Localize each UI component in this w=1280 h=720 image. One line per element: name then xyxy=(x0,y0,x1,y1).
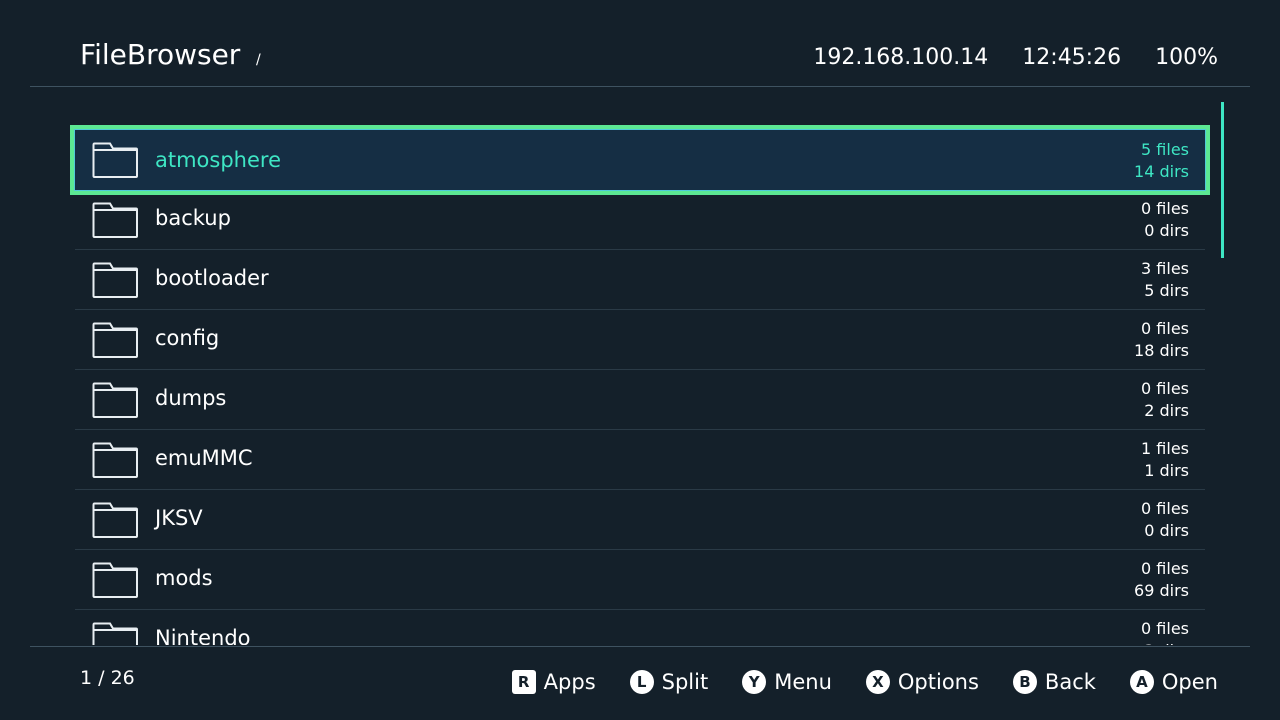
dir-count: 5 dirs xyxy=(1144,281,1189,300)
hint-label: Open xyxy=(1161,670,1218,694)
folder-icon xyxy=(92,442,138,478)
hint-label: Options xyxy=(897,670,979,694)
header-divider xyxy=(30,86,1250,87)
file-count: 0 files xyxy=(1141,559,1189,578)
page-indicator: 1 / 26 xyxy=(80,667,135,689)
folder-icon xyxy=(92,262,138,298)
button-b-icon: B xyxy=(1012,670,1037,694)
dir-count: 0 dirs xyxy=(1144,521,1189,540)
folder-icon xyxy=(92,502,138,538)
file-count: 0 files xyxy=(1141,379,1189,398)
hint-label: Split xyxy=(661,670,709,694)
hint-label: Menu xyxy=(774,670,832,694)
file-count: 0 files xyxy=(1141,199,1189,218)
item-name: atmosphere xyxy=(155,148,281,172)
item-name: dumps xyxy=(155,386,227,410)
hint-open[interactable]: A Open xyxy=(1129,670,1218,694)
footer-divider xyxy=(30,646,1250,647)
list-item[interactable]: config 0 files 18 dirs xyxy=(75,310,1205,370)
status-bar: 192.168.100.14 12:45:26 100% xyxy=(813,45,1218,70)
folder-icon xyxy=(92,562,138,598)
dir-count: 1 dirs xyxy=(1144,461,1189,480)
item-counts: 0 files 0 dirs xyxy=(1141,498,1189,542)
button-l-icon: L xyxy=(629,670,654,694)
hint-label: Apps xyxy=(543,670,596,694)
list-item[interactable]: emuMMC 1 files 1 dirs xyxy=(75,430,1205,490)
hint-menu[interactable]: Y Menu xyxy=(742,670,832,694)
file-count: 0 files xyxy=(1141,619,1189,638)
button-a-icon: A xyxy=(1129,670,1154,694)
list-item[interactable]: backup 0 files 0 dirs xyxy=(75,190,1205,250)
dir-count: 3 dirs xyxy=(1141,640,1189,645)
item-name: backup xyxy=(155,206,231,230)
item-name: bootloader xyxy=(155,266,269,290)
hint-split[interactable]: L Split xyxy=(629,670,709,694)
list-item[interactable]: mods 0 files 69 dirs xyxy=(75,550,1205,610)
button-x-icon: X xyxy=(865,670,890,694)
item-name: config xyxy=(155,326,220,350)
item-counts: 0 files 18 dirs xyxy=(1134,318,1189,362)
list-item[interactable]: bootloader 3 files 5 dirs xyxy=(75,250,1205,310)
item-counts: 0 files 69 dirs xyxy=(1134,558,1189,602)
file-count: 1 files xyxy=(1141,439,1189,458)
file-count: 0 files xyxy=(1141,499,1189,518)
item-counts: 1 files 1 dirs xyxy=(1141,438,1189,482)
hint-apps[interactable]: R Apps xyxy=(511,670,596,694)
hint-options[interactable]: X Options xyxy=(865,670,979,694)
file-count: 5 files xyxy=(1141,140,1189,159)
item-counts: 0 files 0 dirs xyxy=(1141,198,1189,242)
item-name: emuMMC xyxy=(155,446,253,470)
button-r-icon: R xyxy=(511,670,536,694)
item-counts: 0 files 3 dirs xyxy=(1141,618,1189,645)
list-item[interactable]: atmosphere 5 files 14 dirs xyxy=(70,125,1210,195)
folder-icon xyxy=(92,622,138,645)
dir-count: 2 dirs xyxy=(1144,401,1189,420)
item-counts: 3 files 5 dirs xyxy=(1141,258,1189,302)
file-list[interactable]: atmosphere 5 files 14 dirs backup 0 files… xyxy=(70,100,1210,645)
list-item[interactable]: dumps 0 files 2 dirs xyxy=(75,370,1205,430)
hint-back[interactable]: B Back xyxy=(1012,670,1096,694)
dir-count: 14 dirs xyxy=(1134,162,1189,181)
folder-icon xyxy=(92,202,138,238)
dir-count: 69 dirs xyxy=(1134,581,1189,600)
button-hints: R Apps L Split Y Menu X Options B Back A Open xyxy=(511,670,1218,694)
folder-icon xyxy=(92,382,138,418)
file-count: 0 files xyxy=(1141,319,1189,338)
button-y-icon: Y xyxy=(742,670,767,694)
dir-count: 0 dirs xyxy=(1144,221,1189,240)
list-item[interactable]: Nintendo 0 files 3 dirs xyxy=(75,610,1205,645)
item-counts: 5 files 14 dirs xyxy=(1134,139,1189,183)
list-item[interactable]: JKSV 0 files 0 dirs xyxy=(75,490,1205,550)
current-path: / xyxy=(256,52,261,68)
ip-address: 192.168.100.14 xyxy=(813,45,989,70)
clock: 12:45:26 xyxy=(1022,45,1122,70)
dir-count: 18 dirs xyxy=(1134,341,1189,360)
folder-icon xyxy=(92,142,138,178)
hint-label: Back xyxy=(1044,670,1096,694)
battery-level: 100% xyxy=(1155,45,1218,70)
item-counts: 0 files 2 dirs xyxy=(1141,378,1189,422)
item-name: JKSV xyxy=(155,506,203,530)
file-count: 3 files xyxy=(1141,259,1189,278)
app-title: FileBrowser xyxy=(80,38,241,71)
item-name: Nintendo xyxy=(155,626,251,645)
item-name: mods xyxy=(155,566,213,590)
scrollbar[interactable] xyxy=(1221,102,1224,258)
folder-icon xyxy=(92,322,138,358)
